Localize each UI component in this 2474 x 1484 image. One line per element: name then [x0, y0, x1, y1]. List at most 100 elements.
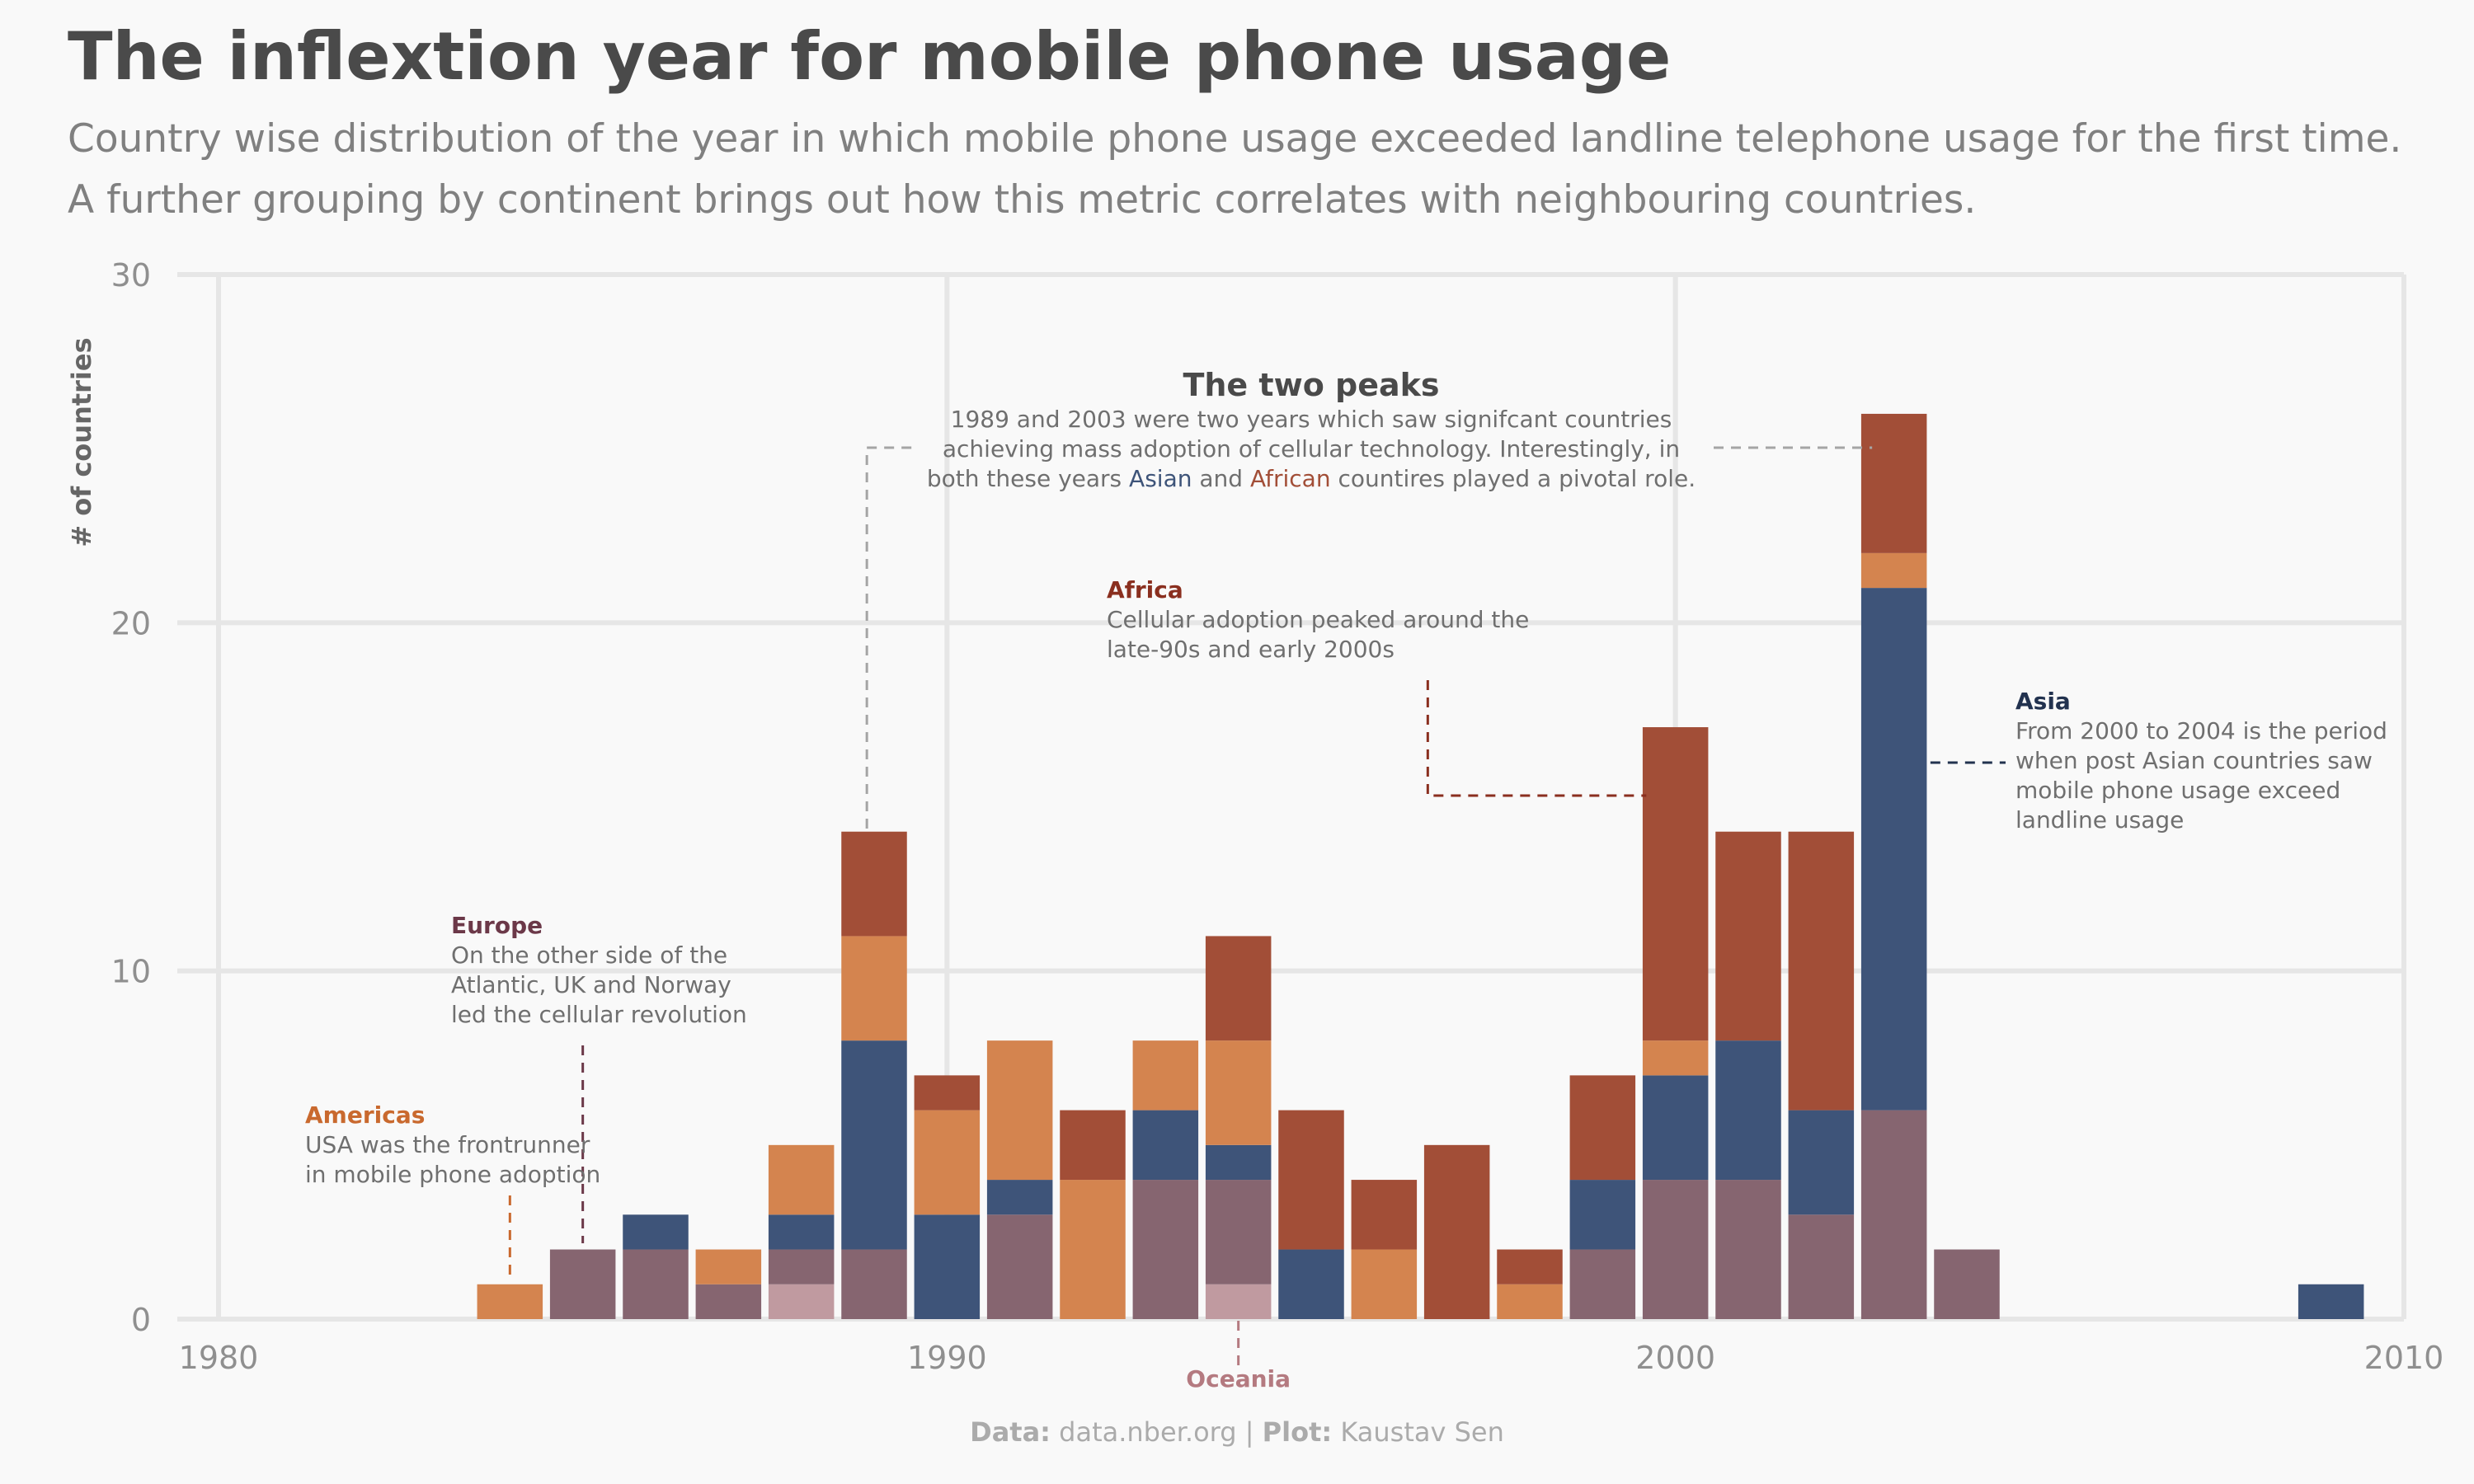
bar-americas-1991 [986, 1040, 1053, 1181]
bar-africa-1992 [1060, 1110, 1126, 1181]
bar-africa-2000 [1642, 727, 1709, 1041]
bar-africa-1999 [1569, 1075, 1636, 1181]
europe-annotation-text: On the other side of the [451, 942, 727, 969]
bar-europe-1993 [1132, 1180, 1199, 1319]
asia-annotation-text: From 2000 to 2004 is the period [2015, 717, 2387, 744]
bar-asia-1989 [841, 1040, 907, 1250]
bars [477, 413, 2364, 1319]
bar-africa-1989 [841, 831, 907, 937]
peaks-text: 1989 and 2003 were two years which saw s… [951, 406, 1672, 433]
bar-asia-2001 [1715, 1040, 1781, 1181]
bar-americas-1984 [477, 1284, 543, 1319]
asia-annotation-text: mobile phone usage exceed [2015, 777, 2340, 804]
americas-annotation-title: Americas [305, 1101, 425, 1129]
bar-asia-1990 [914, 1214, 981, 1319]
bar-oceania-1988 [768, 1284, 835, 1319]
bar-asia-1995 [1278, 1249, 1344, 1319]
bar-europe-1994 [1205, 1180, 1272, 1284]
x-tick-label: 2010 [2364, 1340, 2444, 1376]
africa-leader [1426, 680, 1647, 797]
bar-europe-1988 [768, 1249, 835, 1284]
bar-americas-1996 [1351, 1249, 1418, 1319]
bar-americas-1988 [768, 1144, 835, 1215]
bar-americas-2000 [1642, 1040, 1709, 1076]
bar-asia-2003 [1860, 588, 1927, 1111]
bar-americas-2003 [1860, 552, 1927, 589]
bar-americas-1992 [1060, 1180, 1126, 1319]
caption-data-value: data.nber.org [1059, 1416, 1237, 1448]
peaks-leader-left [865, 446, 914, 829]
bar-asia-2002 [1788, 1110, 1855, 1215]
bar-europe-2002 [1788, 1214, 1855, 1319]
chart-subtitle: Country wise distribution of the year in… [68, 109, 2459, 231]
y-axis-label: # of countries [66, 337, 97, 547]
bar-africa-1997 [1423, 1144, 1490, 1319]
africa-annotation-text: late-90s and early 2000s [1107, 636, 1395, 663]
annotations: The two peaks 1989 and 2003 were two year… [305, 367, 2387, 1392]
bar-asia-2000 [1642, 1075, 1709, 1181]
asia-annotation-text: when post Asian countries saw [2015, 747, 2373, 774]
europe-annotation-title: Europe [451, 912, 543, 939]
bar-americas-1990 [914, 1110, 981, 1215]
asia-annotation-title: Asia [2015, 688, 2071, 715]
bar-europe-1989 [841, 1249, 907, 1319]
oceania-annotation-title: Oceania [1186, 1365, 1291, 1392]
bar-africa-2001 [1715, 831, 1781, 1041]
bar-asia-1999 [1569, 1180, 1636, 1250]
bar-africa-1994 [1205, 936, 1272, 1041]
peaks-text: both these years Asian and African count… [927, 465, 1696, 492]
peaks-african-highlight: African [1250, 465, 1331, 492]
bar-europe-2000 [1642, 1180, 1709, 1319]
bar-asia-1988 [768, 1214, 835, 1250]
peaks-title: The two peaks [1183, 367, 1439, 403]
x-tick-label: 2000 [1635, 1340, 1715, 1376]
bar-americas-1994 [1205, 1040, 1272, 1145]
bar-asia-1986 [623, 1214, 689, 1250]
bar-europe-1999 [1569, 1249, 1636, 1319]
subtitle-line-2: A further grouping by continent brings o… [68, 177, 1977, 223]
bar-africa-1998 [1497, 1249, 1563, 1284]
bar-americas-1993 [1132, 1040, 1199, 1111]
bar-americas-1989 [841, 936, 907, 1041]
peaks-text-segment: both these years [927, 465, 1129, 492]
africa-annotation-text: Cellular adoption peaked around the [1107, 606, 1529, 633]
bar-africa-1995 [1278, 1110, 1344, 1250]
bar-africa-2002 [1788, 831, 1855, 1111]
y-tick-label: 10 [111, 954, 151, 990]
caption-plot-value: Kaustav Sen [1340, 1416, 1504, 1448]
bar-asia-1991 [986, 1180, 1053, 1215]
y-tick-label: 20 [111, 605, 151, 641]
bar-africa-1996 [1351, 1180, 1418, 1250]
bar-europe-2001 [1715, 1180, 1781, 1319]
axes: 1980 1990 2000 2010 0 10 20 30 # of countries [66, 257, 2443, 1376]
caption-data-label: Data: [970, 1416, 1051, 1448]
y-tick-label: 30 [111, 257, 151, 294]
x-tick-label: 1980 [179, 1340, 259, 1376]
chart-caption: Data: data.nber.org | Plot: Kaustav Sen [0, 1416, 2474, 1448]
bar-africa-2003 [1860, 413, 1927, 553]
europe-annotation-text: led the cellular revolution [451, 1001, 747, 1028]
y-tick-label: 0 [131, 1302, 151, 1338]
caption-separator: | [1244, 1416, 1254, 1448]
peaks-text: achieving mass adoption of cellular tech… [943, 435, 1680, 463]
peaks-text-segment: 1989 and 2003 were two years which saw s… [951, 406, 1672, 433]
bar-africa-1990 [914, 1075, 981, 1111]
europe-annotation-text: Atlantic, UK and Norway [451, 971, 731, 998]
bar-europe-1985 [549, 1249, 616, 1319]
bar-europe-1986 [623, 1249, 689, 1319]
bar-oceania-1994 [1205, 1284, 1272, 1319]
bar-europe-1991 [986, 1214, 1053, 1319]
peaks-text-segment: and [1192, 465, 1249, 492]
bar-asia-1994 [1205, 1144, 1272, 1181]
bar-americas-1998 [1497, 1284, 1563, 1319]
chart-title: The inflextion year for mobile phone usa… [68, 18, 1672, 95]
americas-annotation-text: USA was the frontrunner [305, 1131, 590, 1158]
peaks-text-segment: countires played a pivotal role. [1331, 465, 1696, 492]
bar-europe-2004 [1934, 1249, 2000, 1319]
bar-americas-1987 [695, 1249, 762, 1284]
americas-annotation-text: in mobile phone adoption [305, 1161, 600, 1188]
bar-europe-2003 [1860, 1110, 1927, 1319]
caption-plot-label: Plot: [1262, 1416, 1333, 1448]
asia-annotation-text: landline usage [2015, 806, 2184, 834]
